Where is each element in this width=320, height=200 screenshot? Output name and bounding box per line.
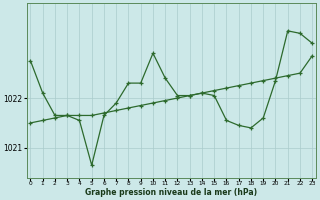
X-axis label: Graphe pression niveau de la mer (hPa): Graphe pression niveau de la mer (hPa) — [85, 188, 257, 197]
